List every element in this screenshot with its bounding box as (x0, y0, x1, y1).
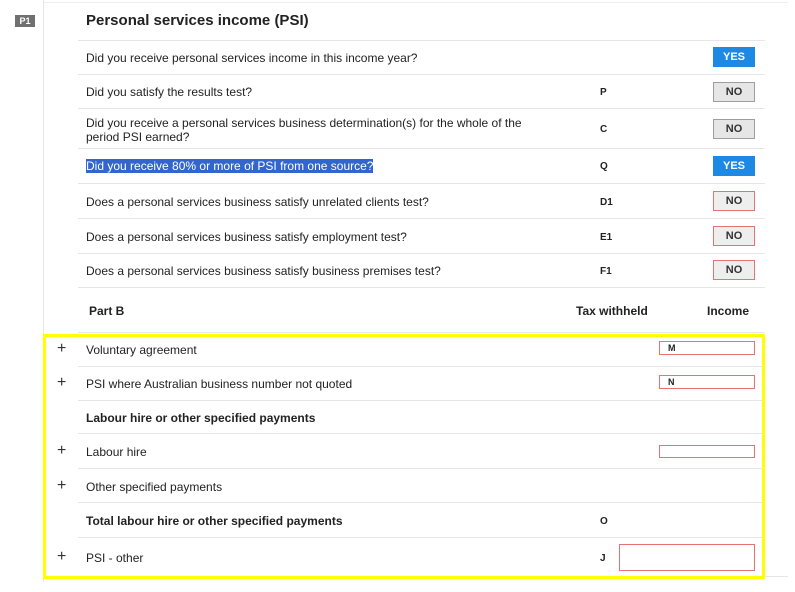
income-field-psi-other[interactable] (619, 544, 755, 571)
divider (78, 332, 765, 333)
question-text: Does a personal services business satisf… (86, 264, 441, 278)
part-b-title: Part B (89, 304, 125, 318)
row-code: O (600, 516, 608, 527)
expand-plus-icon[interactable]: + (57, 442, 67, 459)
divider (78, 433, 765, 434)
expand-plus-icon[interactable]: + (57, 340, 67, 357)
no-toggle-button[interactable]: NO (713, 226, 755, 246)
row-label: Labour hire (86, 445, 147, 459)
question-code: E1 (600, 232, 613, 243)
question-row: Does a personal services business satisf… (78, 253, 765, 287)
section-title: Personal services income (PSI) (86, 12, 309, 29)
question-text-selected: Did you receive 80% or more of PSI from … (86, 159, 374, 173)
question-row: Did you receive a personal services busi… (78, 108, 765, 148)
question-code: P (600, 87, 607, 98)
annotation-highlight-box (43, 334, 765, 579)
question-text: Did you receive a personal services busi… (86, 116, 522, 130)
divider (78, 366, 765, 367)
field-code: M (668, 343, 676, 353)
expand-plus-icon[interactable]: + (57, 548, 67, 565)
question-row: Does a personal services business satisf… (78, 218, 765, 253)
row-label: Other specified payments (86, 480, 223, 494)
field-code: N (668, 377, 675, 387)
question-code: Q (600, 161, 608, 172)
no-toggle-button[interactable]: NO (713, 119, 755, 139)
question-text: Does a personal services business satisf… (86, 195, 429, 209)
group-heading: Labour hire or other specified payments (86, 411, 316, 425)
income-header: Income (707, 304, 750, 318)
question-text: Did you satisfy the results test? (86, 85, 253, 99)
question-text: Did you receive personal services income… (86, 51, 418, 65)
section-code-badge: P1 (15, 15, 35, 27)
tax-withheld-header: Tax withheld (576, 304, 648, 318)
income-field-n[interactable]: N (659, 375, 755, 389)
question-code: C (600, 124, 608, 135)
yes-toggle-button[interactable]: YES (713, 156, 755, 176)
yes-toggle-button[interactable]: YES (713, 47, 755, 67)
income-field-labour-hire[interactable] (659, 445, 755, 458)
question-row: Did you satisfy the results test? P NO (78, 74, 765, 108)
question-row: Does a personal services business satisf… (78, 183, 765, 218)
question-code: F1 (600, 266, 612, 277)
divider (78, 502, 765, 503)
row-label: Voluntary agreement (86, 343, 197, 357)
divider (78, 537, 765, 538)
divider (78, 468, 765, 469)
question-text-continued: period PSI earned? (86, 130, 190, 144)
divider (78, 400, 765, 401)
no-toggle-button[interactable]: NO (713, 191, 755, 211)
no-toggle-button[interactable]: NO (713, 82, 755, 102)
row-code: J (600, 553, 606, 564)
row-label: PSI - other (86, 551, 144, 565)
divider (78, 287, 765, 288)
no-toggle-button[interactable]: NO (713, 260, 755, 280)
question-row: Did you receive personal services income… (78, 40, 765, 74)
total-label: Total labour hire or other specified pay… (86, 514, 343, 528)
expand-plus-icon[interactable]: + (57, 477, 67, 494)
top-divider (43, 2, 788, 3)
row-label: PSI where Australian business number not… (86, 377, 353, 391)
question-row: Did you receive 80% or more of PSI from … (78, 148, 765, 183)
question-text: Does a personal services business satisf… (86, 230, 407, 244)
left-divider (43, 0, 44, 582)
income-field-m[interactable]: M (659, 341, 755, 355)
question-code: D1 (600, 197, 613, 208)
expand-plus-icon[interactable]: + (57, 374, 67, 391)
